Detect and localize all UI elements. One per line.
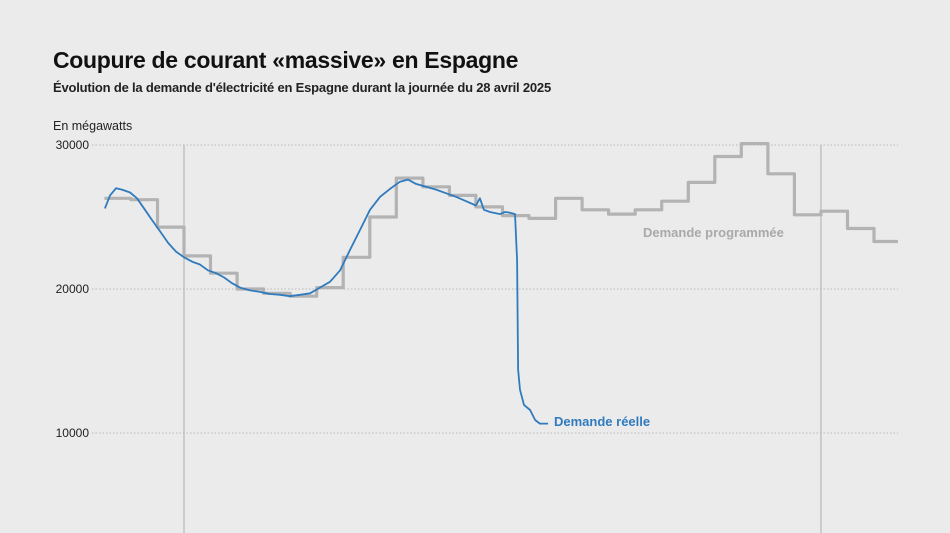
chart-subtitle: Évolution de la demande d'électricité en… <box>53 80 551 95</box>
series-label-programmee: Demande programmée <box>643 225 784 240</box>
y-axis-ticks: 10000 20000 30000 <box>56 138 90 440</box>
y-axis-label: En mégawatts <box>53 119 133 133</box>
y-tick-label: 20000 <box>56 282 90 296</box>
y-tick-label: 10000 <box>56 426 90 440</box>
series-label-reelle: Demande réelle <box>554 414 650 429</box>
series-line-programmee <box>104 142 898 298</box>
series-line-reelle <box>104 178 549 425</box>
y-tick-label: 30000 <box>56 138 90 152</box>
chart-title: Coupure de courant «massive» en Espagne <box>53 47 519 73</box>
gridlines <box>92 144 898 533</box>
series-lines <box>104 142 898 425</box>
